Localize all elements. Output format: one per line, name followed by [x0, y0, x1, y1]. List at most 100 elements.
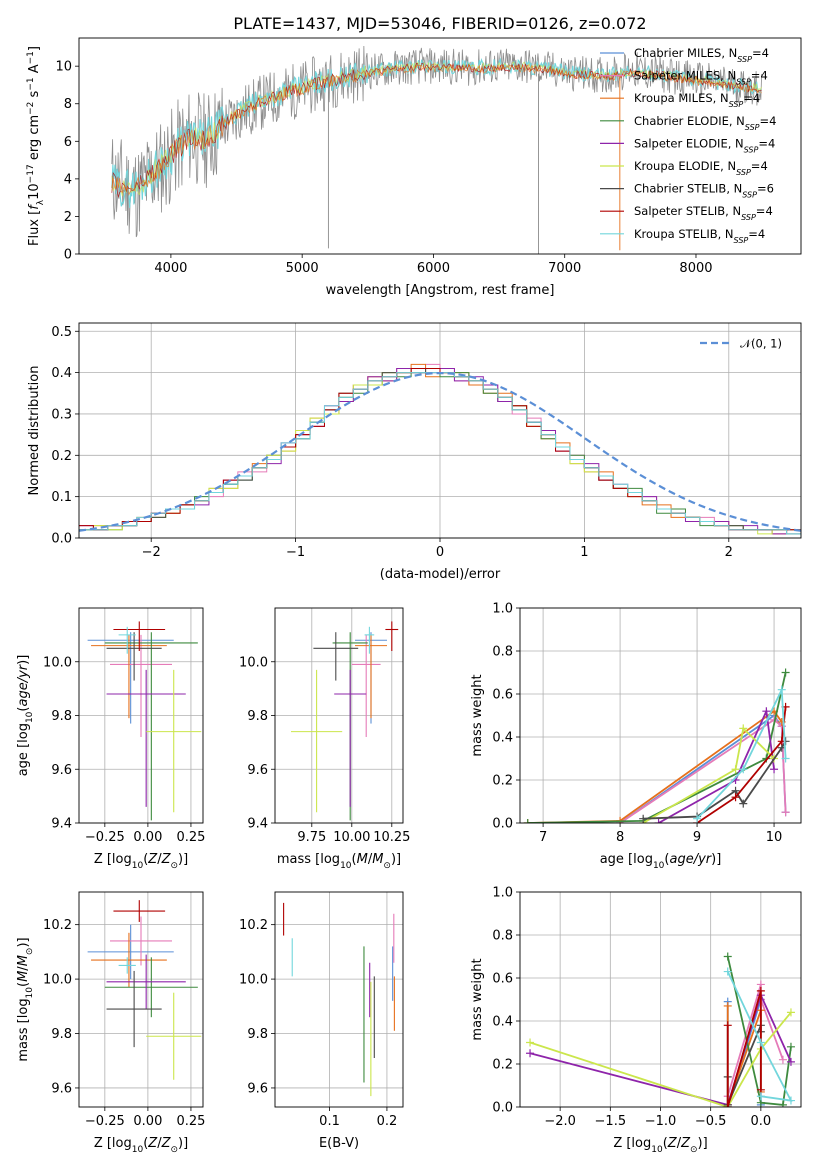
legend-ssp-value: 4 — [762, 46, 769, 60]
x-tick-label: 0.1 — [319, 1114, 340, 1129]
y-axis-label-part: ] — [27, 46, 42, 51]
weight-marker — [778, 1055, 787, 1064]
legend-label: Kroupa STELIB, NSSP=4 — [634, 227, 765, 245]
y-tick-label: 0.2 — [492, 1058, 513, 1073]
figure-title: PLATE=1437, MJD=53046, FIBERID=0126, z=0… — [233, 14, 646, 33]
x-axis-label-part: mass [log — [277, 852, 340, 867]
x-tick-label: 0.00 — [133, 1114, 162, 1129]
x-axis-label-part: 10 — [651, 1145, 663, 1155]
legend-label: Kroupa ELODIE, NSSP=4 — [634, 159, 768, 177]
legend-n-prefix: , N — [729, 114, 745, 128]
point-salpeter-elodie — [106, 669, 186, 807]
y-axis-label-part: / — [16, 966, 31, 971]
y-axis-label: mass [log10(M/M⊙)] — [16, 937, 35, 1061]
y-tick-label: 10.0 — [239, 973, 268, 988]
legend-ssp-subscript: SSP — [744, 145, 759, 154]
legend-ssp-subscript: SSP — [745, 122, 760, 131]
point-chabrier-stelib — [313, 632, 359, 681]
x-tick-label: −2 — [142, 545, 161, 560]
plot-frame-residuals — [78, 322, 802, 539]
x-axis-label: Z [log10(Z/Z⊙)] — [94, 1136, 188, 1155]
model-spectrum-line — [111, 57, 762, 208]
weight-marker — [723, 952, 732, 961]
legend-ssp-value: 4 — [753, 91, 760, 105]
weight-line — [726, 971, 793, 1102]
weight-line — [658, 707, 775, 823]
weight-marker — [777, 685, 786, 694]
x-axis-label-part: Z [log — [94, 852, 132, 867]
plot-frame-age_vs_mass — [274, 607, 404, 824]
point-chabrier-miles — [87, 924, 174, 980]
x-tick-label: 8000 — [679, 261, 712, 276]
series-kroupa-stelib — [693, 685, 790, 823]
legend-equals: = — [752, 46, 762, 60]
axes-mass_vs_EBV: 0.1 0.2 9.6 9.8 10.0 10.2 E(B-V) — [239, 891, 404, 1151]
errorbars — [87, 900, 202, 1080]
legend-label: Chabrier MILES, NSSP=4 — [634, 46, 769, 64]
plot-frame-massweight_vs_Z — [519, 891, 802, 1108]
weight-marker — [639, 814, 648, 823]
legend-label: Salpeter ELODIE, NSSP=4 — [634, 136, 775, 154]
weight-line — [529, 1011, 792, 1107]
y-axis-label-part: Normed distribution — [27, 366, 42, 496]
weight-marker — [786, 1042, 795, 1051]
x-tick-label: −2.0 — [544, 1114, 576, 1129]
point-kroupa-miles — [91, 932, 167, 988]
x-axis-label-part: ⊙ — [383, 861, 391, 871]
grid-massweight_vs_age — [520, 607, 801, 824]
y-tick-label: 0.4 — [492, 1015, 513, 1030]
weight-marker — [756, 986, 765, 995]
histogram-series — [79, 363, 801, 538]
errorbars — [291, 621, 399, 821]
y-axis-label: age [log10(age/yr)] — [16, 655, 35, 777]
y-axis-label: Normed distribution — [27, 366, 42, 496]
weight-marker — [739, 724, 748, 733]
y-axis-label-part: mass weight — [470, 958, 485, 1040]
y-axis-label-part: age [log — [16, 723, 31, 776]
weight-line — [696, 686, 787, 820]
x-axis-label: age [log10(age/yr)] — [600, 852, 722, 871]
x-axis-label-part: ⊙ — [170, 861, 178, 871]
x-axis-label-part: 10 — [653, 861, 665, 871]
y-tick-label: 9.6 — [247, 1081, 268, 1096]
series-salpeter-miles — [616, 715, 790, 823]
legend-series-name: Salpeter MILES — [634, 69, 720, 83]
legend-label: Salpeter STELIB, NSSP=4 — [634, 204, 773, 222]
y-axis-label-part: Flux [ — [27, 210, 42, 246]
point-salpeter-stelib — [113, 900, 166, 922]
weight-line — [527, 672, 787, 823]
x-axis-label: Z [log10(Z/Z⊙)] — [94, 852, 188, 871]
y-tick-label: 10.0 — [43, 655, 72, 670]
legend-series-name: Salpeter STELIB — [634, 204, 725, 218]
legend-equals: = — [751, 159, 761, 173]
y-tick-label: 0.3 — [51, 407, 72, 422]
weight-marker — [756, 1038, 765, 1047]
y-tick-label: 0.8 — [492, 929, 513, 944]
x-axis-label: wavelength [Angstrom, rest frame] — [326, 283, 555, 298]
y-tick-label: 8 — [64, 97, 72, 112]
legend-n-prefix: , N — [720, 159, 736, 173]
y-axis-label-part: −1 — [26, 51, 36, 64]
x-tick-label: 8 — [616, 830, 624, 845]
x-axis-label-part: / — [677, 1136, 682, 1151]
y-axis-label: mass weight — [470, 674, 485, 756]
weight-marker — [739, 765, 748, 774]
y-axis-label-part: age/yr — [16, 663, 31, 706]
weight-marker — [770, 765, 779, 774]
x-axis-label-part: 10 — [132, 861, 144, 871]
x-axis-label-part: 10 — [132, 1145, 144, 1155]
axes-mass_vs_Z: −0.25 0.00 0.259.69.810.010.2Z [log10(Z/Z⊙… — [16, 891, 205, 1155]
x-axis-label-part: )] — [178, 852, 188, 867]
plot-frame-age_vs_Z — [78, 607, 204, 824]
legend-n-prefix: , N — [720, 69, 736, 83]
y-axis-label-part: mass [log — [16, 998, 31, 1061]
legend-equals: = — [751, 69, 761, 83]
x-axis-label-part: Z — [161, 852, 172, 867]
x-tick-label: 5000 — [286, 261, 319, 276]
legend-n-prefix: , N — [728, 136, 744, 150]
point-salpeter-elodie — [334, 669, 367, 807]
x-axis-label-part: M — [372, 852, 383, 867]
legend-series-name: Salpeter ELODIE — [634, 136, 728, 150]
series-kroupa-miles — [523, 707, 786, 823]
weight-marker — [654, 819, 663, 823]
